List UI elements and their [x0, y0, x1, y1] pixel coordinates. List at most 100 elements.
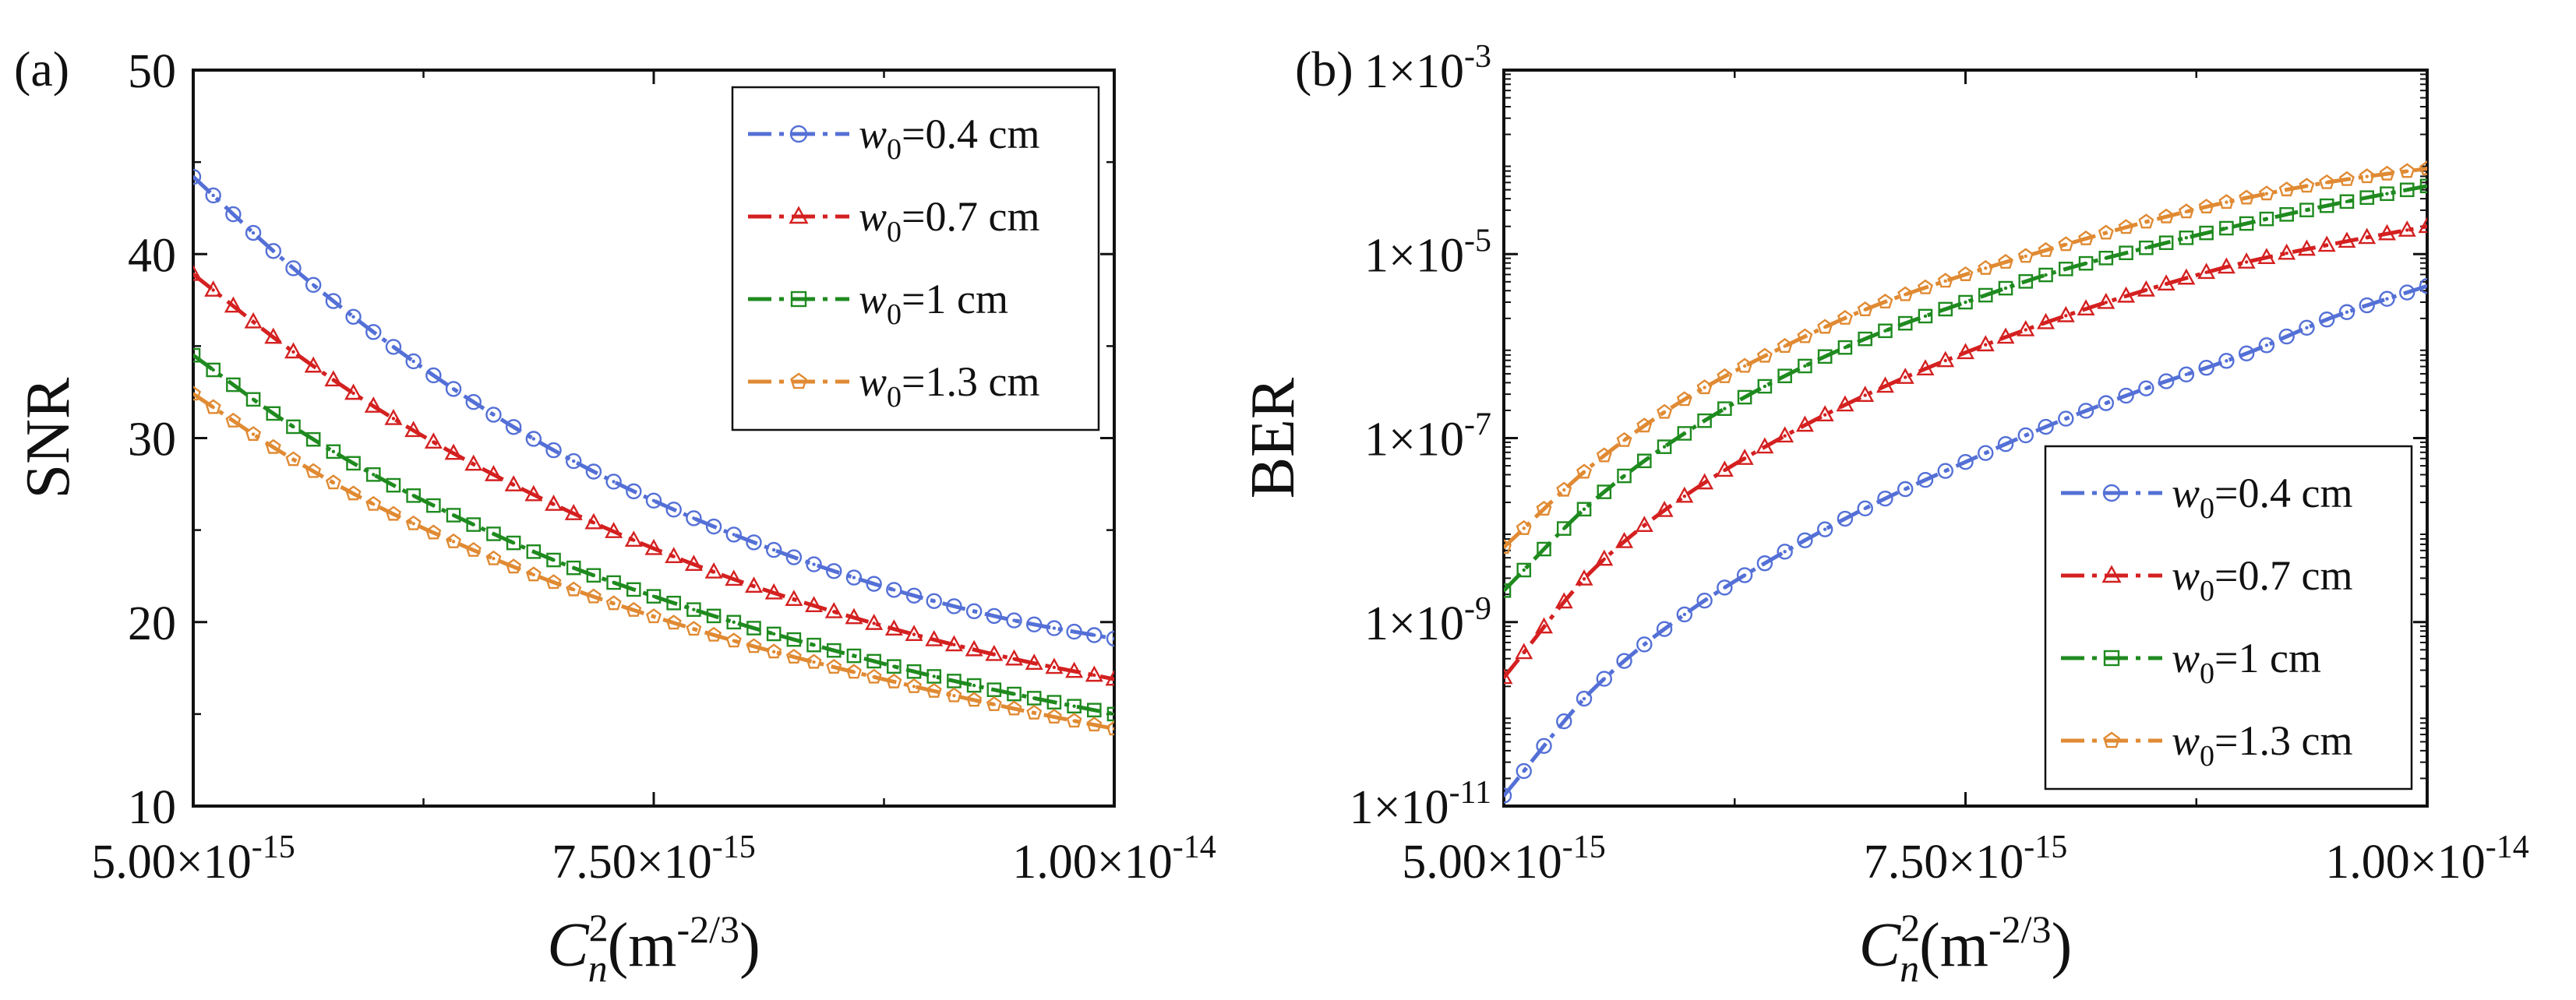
- data-point: [465, 393, 482, 410]
- data-point-center: [892, 680, 896, 684]
- series-w0-1-cm: [1504, 178, 2427, 598]
- legend-item: w0=1 cm: [2061, 635, 2321, 690]
- data-point-marker: [506, 558, 522, 574]
- data-point-marker: [1998, 254, 2013, 269]
- data-point-center: [591, 470, 596, 474]
- data-point: [2338, 231, 2356, 248]
- data-point: [866, 668, 882, 684]
- data-point: [2038, 267, 2053, 283]
- data-point: [485, 407, 502, 423]
- data-point-center: [912, 632, 916, 636]
- data-point: [464, 454, 483, 471]
- data-point-center: [1562, 600, 1566, 604]
- data-point-marker: [1836, 395, 1854, 412]
- data-point: [2056, 305, 2075, 322]
- data-point: [1957, 266, 1974, 281]
- y-tick-label: 20: [128, 597, 176, 650]
- data-point-center: [1032, 711, 1036, 715]
- data-point-marker: [1676, 606, 1693, 623]
- data-point: [646, 589, 662, 604]
- legend-label-text: =1.3 cm: [902, 358, 1039, 405]
- data-point-center: [1863, 336, 1867, 341]
- data-point-center: [792, 555, 796, 559]
- data-point-center: [2305, 247, 2309, 252]
- data-point-center: [331, 299, 336, 303]
- data-point: [884, 619, 903, 636]
- data-point-marker: [264, 327, 283, 344]
- y-tick-label-mantissa: 1×10: [1364, 45, 1464, 98]
- data-point-center: [331, 449, 336, 454]
- data-point-marker: [305, 431, 321, 447]
- data-point-marker: [2017, 248, 2034, 263]
- data-point-marker: [2078, 230, 2094, 245]
- data-point-marker: [2299, 202, 2314, 217]
- data-point-marker: [926, 593, 942, 609]
- data-point-marker: [425, 524, 442, 540]
- data-point: [2278, 328, 2295, 345]
- data-point-center: [211, 193, 215, 198]
- data-point: [2319, 198, 2334, 213]
- data-point-center: [1863, 308, 1867, 312]
- data-point-center: [451, 540, 456, 544]
- data-point-marker: [2358, 227, 2377, 245]
- data-point-center: [792, 655, 796, 659]
- data-point-marker: [806, 637, 821, 653]
- data-point-marker: [584, 512, 603, 530]
- data-point-marker: [2199, 225, 2214, 241]
- data-point-marker: [2058, 236, 2074, 252]
- data-point: [785, 649, 802, 664]
- data-point: [986, 696, 1002, 711]
- data-point-marker: [1066, 713, 1082, 728]
- data-point: [2139, 240, 2154, 255]
- data-point-marker: [1978, 287, 1993, 303]
- data-point: [506, 558, 522, 574]
- data-point: [1777, 544, 1793, 560]
- data-point-center: [992, 614, 997, 618]
- data-point-marker: [1676, 391, 1692, 407]
- data-point-marker: [2339, 194, 2355, 210]
- data-point: [686, 510, 702, 526]
- x-axis-title: C2 n(m-2/3): [1859, 906, 2072, 990]
- data-point: [1936, 350, 1955, 368]
- data-point-center: [2144, 220, 2148, 224]
- data-point-center: [812, 643, 816, 647]
- data-point-center: [432, 530, 436, 535]
- data-point-marker: [2317, 235, 2336, 252]
- data-point: [504, 475, 523, 491]
- data-point-center: [912, 685, 916, 688]
- data-point-center: [632, 587, 636, 592]
- data-point: [926, 682, 942, 698]
- data-point: [1777, 368, 1792, 384]
- data-point-center: [1643, 424, 1646, 428]
- data-point-marker: [2056, 305, 2075, 322]
- data-point-marker: [2078, 255, 2094, 271]
- data-point-center: [852, 615, 856, 620]
- data-point-center: [2184, 236, 2189, 240]
- data-point-center: [1643, 459, 1646, 463]
- data-point-marker: [725, 632, 742, 648]
- data-point-marker: [506, 535, 521, 551]
- data-point-center: [1072, 719, 1076, 723]
- data-point-marker: [1536, 501, 1552, 516]
- data-point-center: [231, 304, 235, 308]
- data-point-center: [1522, 526, 1526, 530]
- data-point-center: [2044, 424, 2048, 429]
- data-point-center: [2225, 200, 2228, 204]
- x-axis-title-unit-close: ): [2052, 911, 2073, 980]
- data-point-center: [812, 604, 816, 607]
- data-point-center: [291, 424, 295, 429]
- data-point-marker: [2098, 395, 2115, 411]
- data-point: [2178, 203, 2194, 219]
- data-point-center: [1783, 550, 1787, 554]
- data-point-marker: [1046, 620, 1063, 636]
- legend-swatch-marker: [2103, 650, 2120, 667]
- data-point-marker: [525, 431, 542, 447]
- data-point: [2017, 427, 2034, 444]
- data-point-center: [2104, 301, 2108, 305]
- data-point-center: [952, 604, 956, 608]
- data-point-center: [1863, 393, 1867, 397]
- data-point-marker: [193, 168, 202, 185]
- data-point: [2158, 235, 2174, 251]
- data-point: [385, 505, 401, 521]
- data-point-marker: [1897, 286, 1914, 301]
